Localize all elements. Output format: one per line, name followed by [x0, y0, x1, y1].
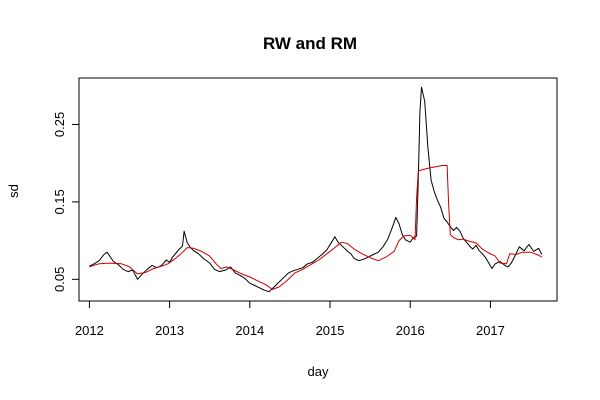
x-tick-label: 2012: [75, 323, 104, 338]
x-tick-label: 2015: [316, 323, 345, 338]
x-tick-label: 2013: [155, 323, 184, 338]
y-axis: 0.05 0.15 0.25: [52, 112, 80, 292]
x-tick-label: 2017: [476, 323, 505, 338]
series-line-black: [89, 86, 543, 293]
x-axis: 2012 2013 2014 2015 2016 2017: [75, 300, 505, 338]
y-tick-label: 0.05: [52, 267, 67, 292]
y-tick-label: 0.25: [52, 112, 67, 137]
y-axis-label: sd: [6, 184, 21, 198]
x-tick-label: 2016: [396, 323, 425, 338]
series-layer: [89, 86, 543, 293]
x-axis-label: day: [308, 364, 329, 379]
y-tick-label: 0.15: [52, 189, 67, 214]
chart-title: RW and RM: [263, 34, 357, 53]
x-tick-label: 2014: [235, 323, 264, 338]
series-line-red: [89, 165, 543, 290]
